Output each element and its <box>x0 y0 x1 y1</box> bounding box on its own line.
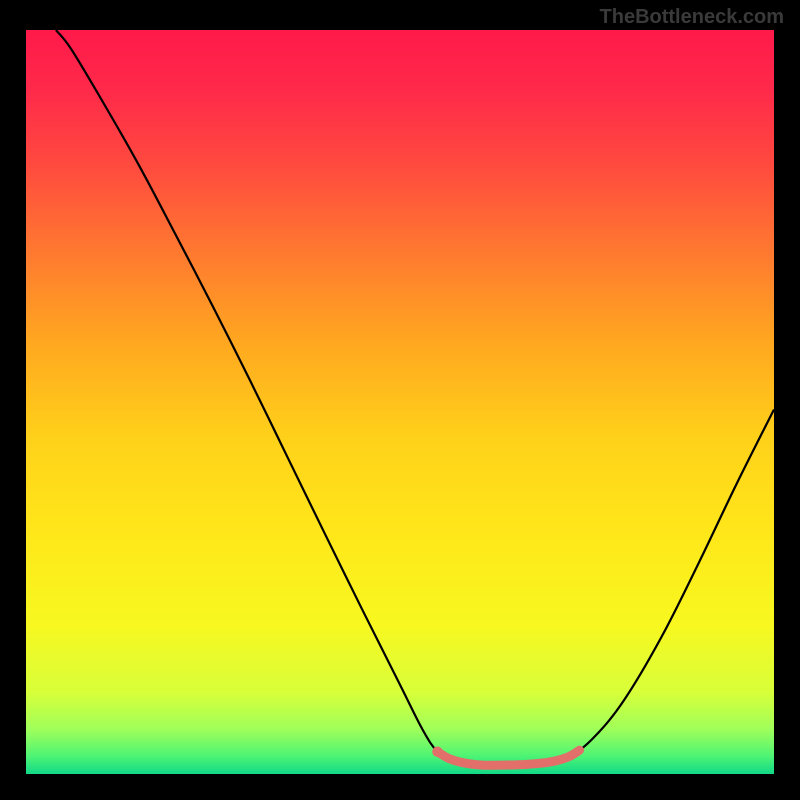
optimal-range-highlight <box>437 750 579 765</box>
watermark-text: TheBottleneck.com <box>600 6 784 29</box>
bottleneck-curve-line <box>56 30 774 766</box>
chart-plot-area <box>26 30 774 774</box>
chart-svg <box>26 30 774 774</box>
optimal-point-marker <box>432 746 442 756</box>
